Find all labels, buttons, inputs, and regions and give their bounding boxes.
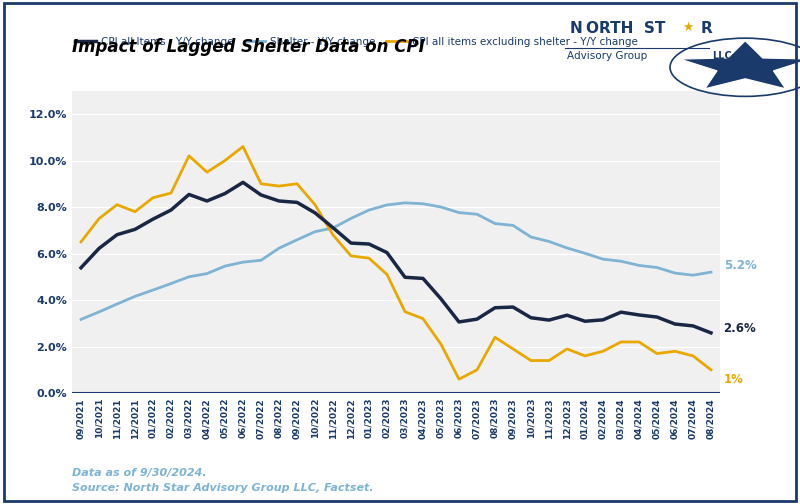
Polygon shape [680, 41, 800, 89]
Text: Impact of Lagged Shelter Data on CPI: Impact of Lagged Shelter Data on CPI [72, 38, 425, 56]
Text: R: R [701, 21, 713, 36]
Text: ★: ★ [682, 21, 694, 34]
Text: Source: North Star Advisory Group LLC, Factset.: Source: North Star Advisory Group LLC, F… [72, 483, 374, 493]
Text: 1%: 1% [724, 372, 743, 386]
Text: N: N [570, 21, 582, 36]
Text: LLC: LLC [712, 50, 732, 60]
Text: Data as of 9/30/2024.: Data as of 9/30/2024. [72, 468, 206, 478]
Text: Advisory Group: Advisory Group [567, 50, 648, 60]
Text: 2.6%: 2.6% [724, 322, 756, 335]
Legend: CPI all Items - Y/Y change, Shelter - Y/Y change, CPI all items excluding shelte: CPI all Items - Y/Y change, Shelter - Y/… [70, 32, 642, 51]
Text: 5.2%: 5.2% [724, 259, 756, 272]
Text: ORTH  ST: ORTH ST [586, 21, 665, 36]
